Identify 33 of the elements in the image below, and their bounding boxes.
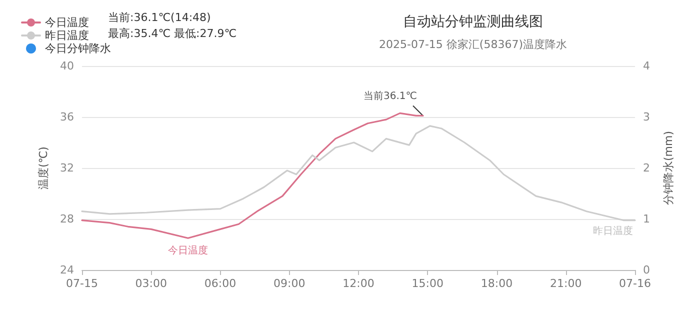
text: 当前:36.1℃(14:48) bbox=[108, 11, 211, 24]
x-tick-label: 15:00 bbox=[412, 277, 444, 290]
y2-axis-title: 分钟降水(mm) bbox=[662, 130, 675, 206]
y2-tick-label: 2 bbox=[643, 162, 650, 174]
y2-tick-label: 1 bbox=[643, 212, 650, 226]
x-tick-label: 06:00 bbox=[204, 277, 236, 290]
y-tick-label: 32 bbox=[60, 162, 74, 174]
x-tick-label: 03:00 bbox=[135, 277, 167, 290]
x-tick-label: 09:00 bbox=[274, 277, 306, 290]
chart-subtitle: 2025-07-15 徐家汇(58367)温度降水 bbox=[379, 38, 567, 51]
annotation: 昨日温度 bbox=[593, 224, 633, 237]
y-tick-label: 36 bbox=[60, 110, 74, 124]
line-series bbox=[81, 125, 636, 222]
y2-tick-label: 4 bbox=[643, 60, 650, 72]
line-series bbox=[81, 112, 424, 239]
text: 最高:35.4℃ 最低:27.9℃ bbox=[108, 27, 237, 40]
x-tick-label: 12:00 bbox=[342, 277, 374, 290]
x-tick-label: 07-16 bbox=[619, 277, 651, 290]
x-tick-label: 18:00 bbox=[480, 277, 513, 290]
x-tick-label: 07-15 bbox=[66, 277, 98, 290]
annotation: 今日温度 bbox=[168, 244, 208, 257]
x-tick-label: 21:00 bbox=[550, 277, 582, 290]
y2-tick-label: 0 bbox=[643, 264, 650, 276]
legend-label: 昨日温度 bbox=[45, 29, 89, 42]
annotation: 当前36.1℃ bbox=[364, 90, 418, 102]
chart-title: 自动站分钟监测曲线图 bbox=[403, 14, 543, 30]
legend-label: 今日温度 bbox=[45, 16, 89, 29]
y-tick-label: 24 bbox=[60, 264, 74, 276]
y2-tick-label: 3 bbox=[643, 110, 650, 124]
y-tick-label: 28 bbox=[60, 212, 74, 226]
y-axis-title: 温度(℃) bbox=[37, 146, 50, 190]
legend-label: 今日分钟降水 bbox=[45, 42, 111, 55]
y-tick-label: 40 bbox=[60, 60, 74, 72]
